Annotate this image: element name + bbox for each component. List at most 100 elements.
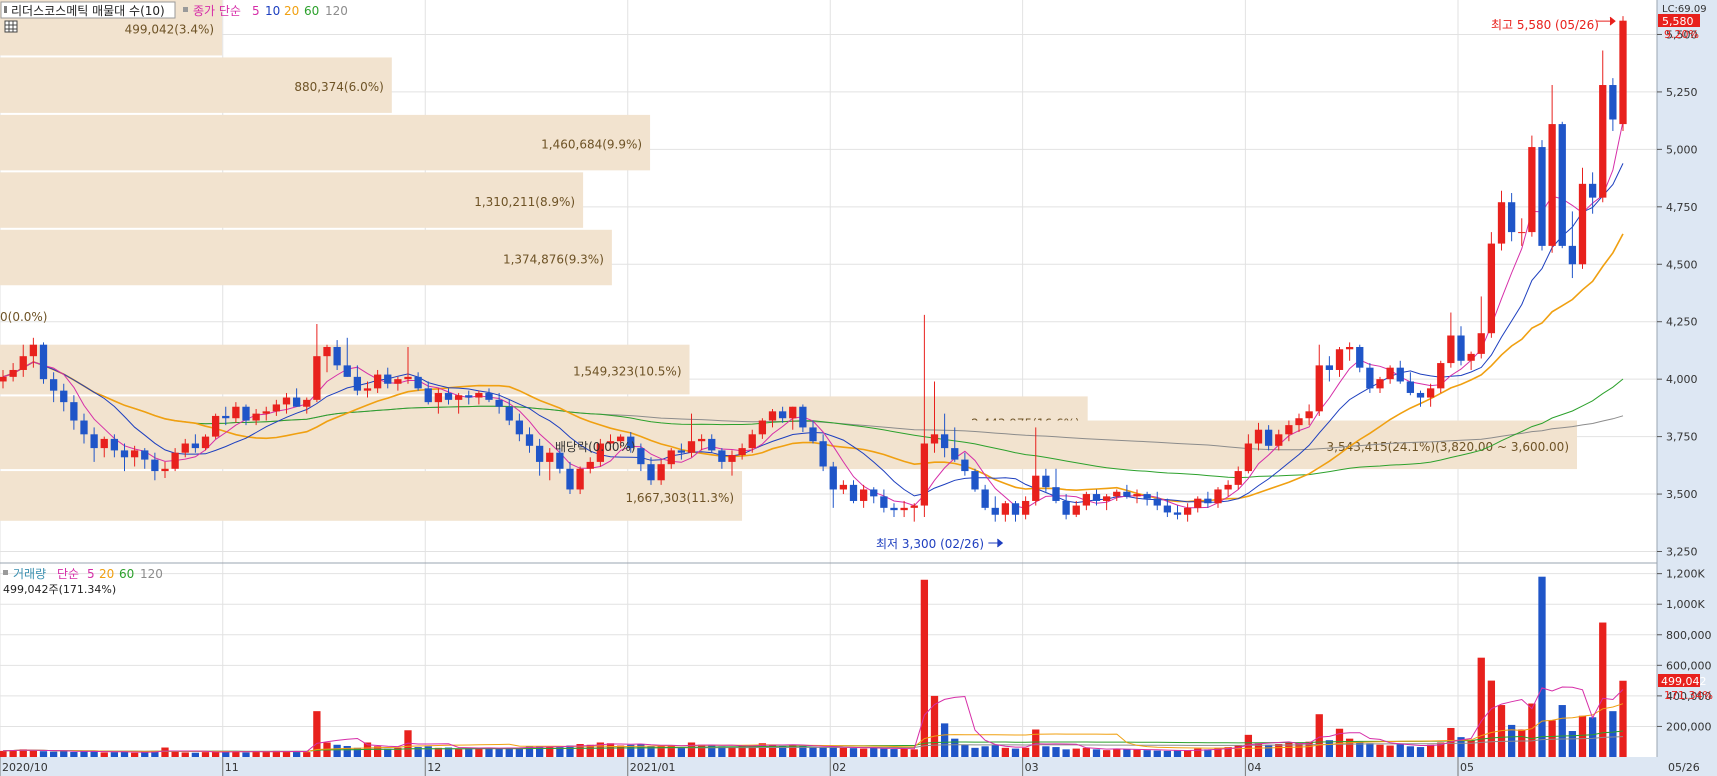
candle-body[interactable]: [1275, 434, 1283, 446]
volume-bar[interactable]: [1477, 657, 1485, 757]
volume-bar[interactable]: [1285, 742, 1293, 757]
volume-bar[interactable]: [495, 748, 503, 757]
candle[interactable]: [161, 461, 169, 478]
candle-body[interactable]: [1528, 147, 1536, 233]
volume-bar[interactable]: [687, 742, 696, 757]
volume-bar[interactable]: [90, 751, 98, 757]
volume-bar[interactable]: [768, 744, 777, 757]
candle[interactable]: [9, 363, 17, 382]
candle[interactable]: [748, 429, 756, 453]
volume-bar[interactable]: [485, 747, 493, 757]
candle[interactable]: [890, 503, 898, 518]
volume-bar[interactable]: [778, 745, 787, 757]
candle-body[interactable]: [515, 420, 524, 435]
volume-bar[interactable]: [1599, 622, 1607, 757]
volume-bar[interactable]: [940, 723, 949, 757]
volume-bar[interactable]: [819, 747, 827, 757]
candle[interactable]: [839, 480, 848, 495]
candle-body[interactable]: [1305, 411, 1313, 419]
candle-body[interactable]: [353, 376, 362, 391]
volume-bar[interactable]: [222, 751, 230, 757]
candle[interactable]: [1447, 312, 1455, 368]
volume-bar[interactable]: [0, 750, 7, 757]
volume-bar[interactable]: [1102, 750, 1111, 757]
candle-body[interactable]: [920, 443, 929, 506]
candle-body[interactable]: [151, 459, 159, 472]
candle-body[interactable]: [262, 411, 270, 414]
candle-body[interactable]: [1163, 505, 1172, 513]
candle[interactable]: [859, 484, 868, 508]
volume-bar[interactable]: [1204, 749, 1212, 757]
volume-bar[interactable]: [19, 749, 27, 757]
candle[interactable]: [222, 406, 230, 426]
volume-bar[interactable]: [60, 750, 68, 757]
candle-body[interactable]: [70, 402, 78, 421]
candle[interactable]: [778, 406, 787, 423]
volume-bar[interactable]: [313, 711, 321, 757]
volume-bar[interactable]: [566, 745, 574, 757]
candle-body[interactable]: [687, 441, 696, 453]
volume-bar[interactable]: [900, 748, 908, 757]
candle-body[interactable]: [1082, 494, 1091, 506]
candle-body[interactable]: [1234, 471, 1242, 485]
candle-body[interactable]: [890, 507, 898, 511]
candle[interactable]: [1396, 360, 1404, 384]
candle[interactable]: [1194, 496, 1202, 513]
candle-body[interactable]: [1183, 507, 1192, 515]
volume-bar[interactable]: [1467, 740, 1475, 757]
volume-bar[interactable]: [141, 752, 149, 757]
candle[interactable]: [1416, 390, 1425, 407]
candle[interactable]: [60, 383, 68, 412]
candle-body[interactable]: [1224, 484, 1232, 490]
candle[interactable]: [1163, 498, 1172, 518]
candle-body[interactable]: [606, 441, 615, 444]
candle[interactable]: [515, 413, 524, 442]
candle-body[interactable]: [475, 392, 483, 398]
candle-body[interactable]: [1092, 494, 1101, 501]
candle[interactable]: [697, 434, 706, 451]
candle[interactable]: [19, 344, 27, 377]
candle[interactable]: [1609, 78, 1617, 131]
candle-body[interactable]: [404, 376, 412, 380]
candle-body[interactable]: [232, 406, 240, 419]
candle-body[interactable]: [1518, 232, 1526, 234]
candle[interactable]: [1143, 491, 1151, 506]
volume-bar[interactable]: [1518, 729, 1526, 757]
candle-body[interactable]: [343, 365, 351, 377]
candle[interactable]: [1001, 500, 1010, 522]
candle-body[interactable]: [1295, 418, 1303, 426]
candle-body[interactable]: [1021, 500, 1030, 515]
candle-body[interactable]: [465, 395, 473, 398]
volume-bar[interactable]: [373, 746, 382, 757]
grid-table-icon[interactable]: [4, 20, 18, 33]
candle-body[interactable]: [49, 379, 58, 391]
volume-bar[interactable]: [920, 579, 929, 757]
volume-bar[interactable]: [1244, 734, 1253, 757]
candle[interactable]: [1133, 489, 1141, 504]
candle-body[interactable]: [1062, 500, 1070, 515]
candle[interactable]: [1467, 351, 1475, 370]
volume-bar[interactable]: [718, 746, 726, 757]
volume-bar[interactable]: [1234, 745, 1242, 757]
candle[interactable]: [191, 434, 200, 453]
candle-body[interactable]: [191, 443, 200, 449]
candle-body[interactable]: [19, 356, 27, 370]
volume-bar[interactable]: [971, 747, 979, 757]
candle[interactable]: [1487, 232, 1496, 338]
candle[interactable]: [1204, 491, 1212, 508]
volume-bar[interactable]: [1345, 738, 1354, 757]
candle[interactable]: [70, 395, 78, 430]
volume-bar[interactable]: [120, 751, 129, 757]
candle-body[interactable]: [454, 395, 463, 400]
volume-bar[interactable]: [616, 745, 625, 757]
candle-body[interactable]: [1011, 503, 1020, 515]
volume-bar[interactable]: [201, 752, 210, 757]
candle-body[interactable]: [505, 406, 513, 421]
volume-bar[interactable]: [333, 744, 341, 757]
candle-body[interactable]: [627, 436, 635, 449]
candle[interactable]: [80, 413, 88, 444]
candle-body[interactable]: [1477, 333, 1485, 354]
candle[interactable]: [900, 500, 908, 518]
volume-bar[interactable]: [961, 744, 969, 757]
